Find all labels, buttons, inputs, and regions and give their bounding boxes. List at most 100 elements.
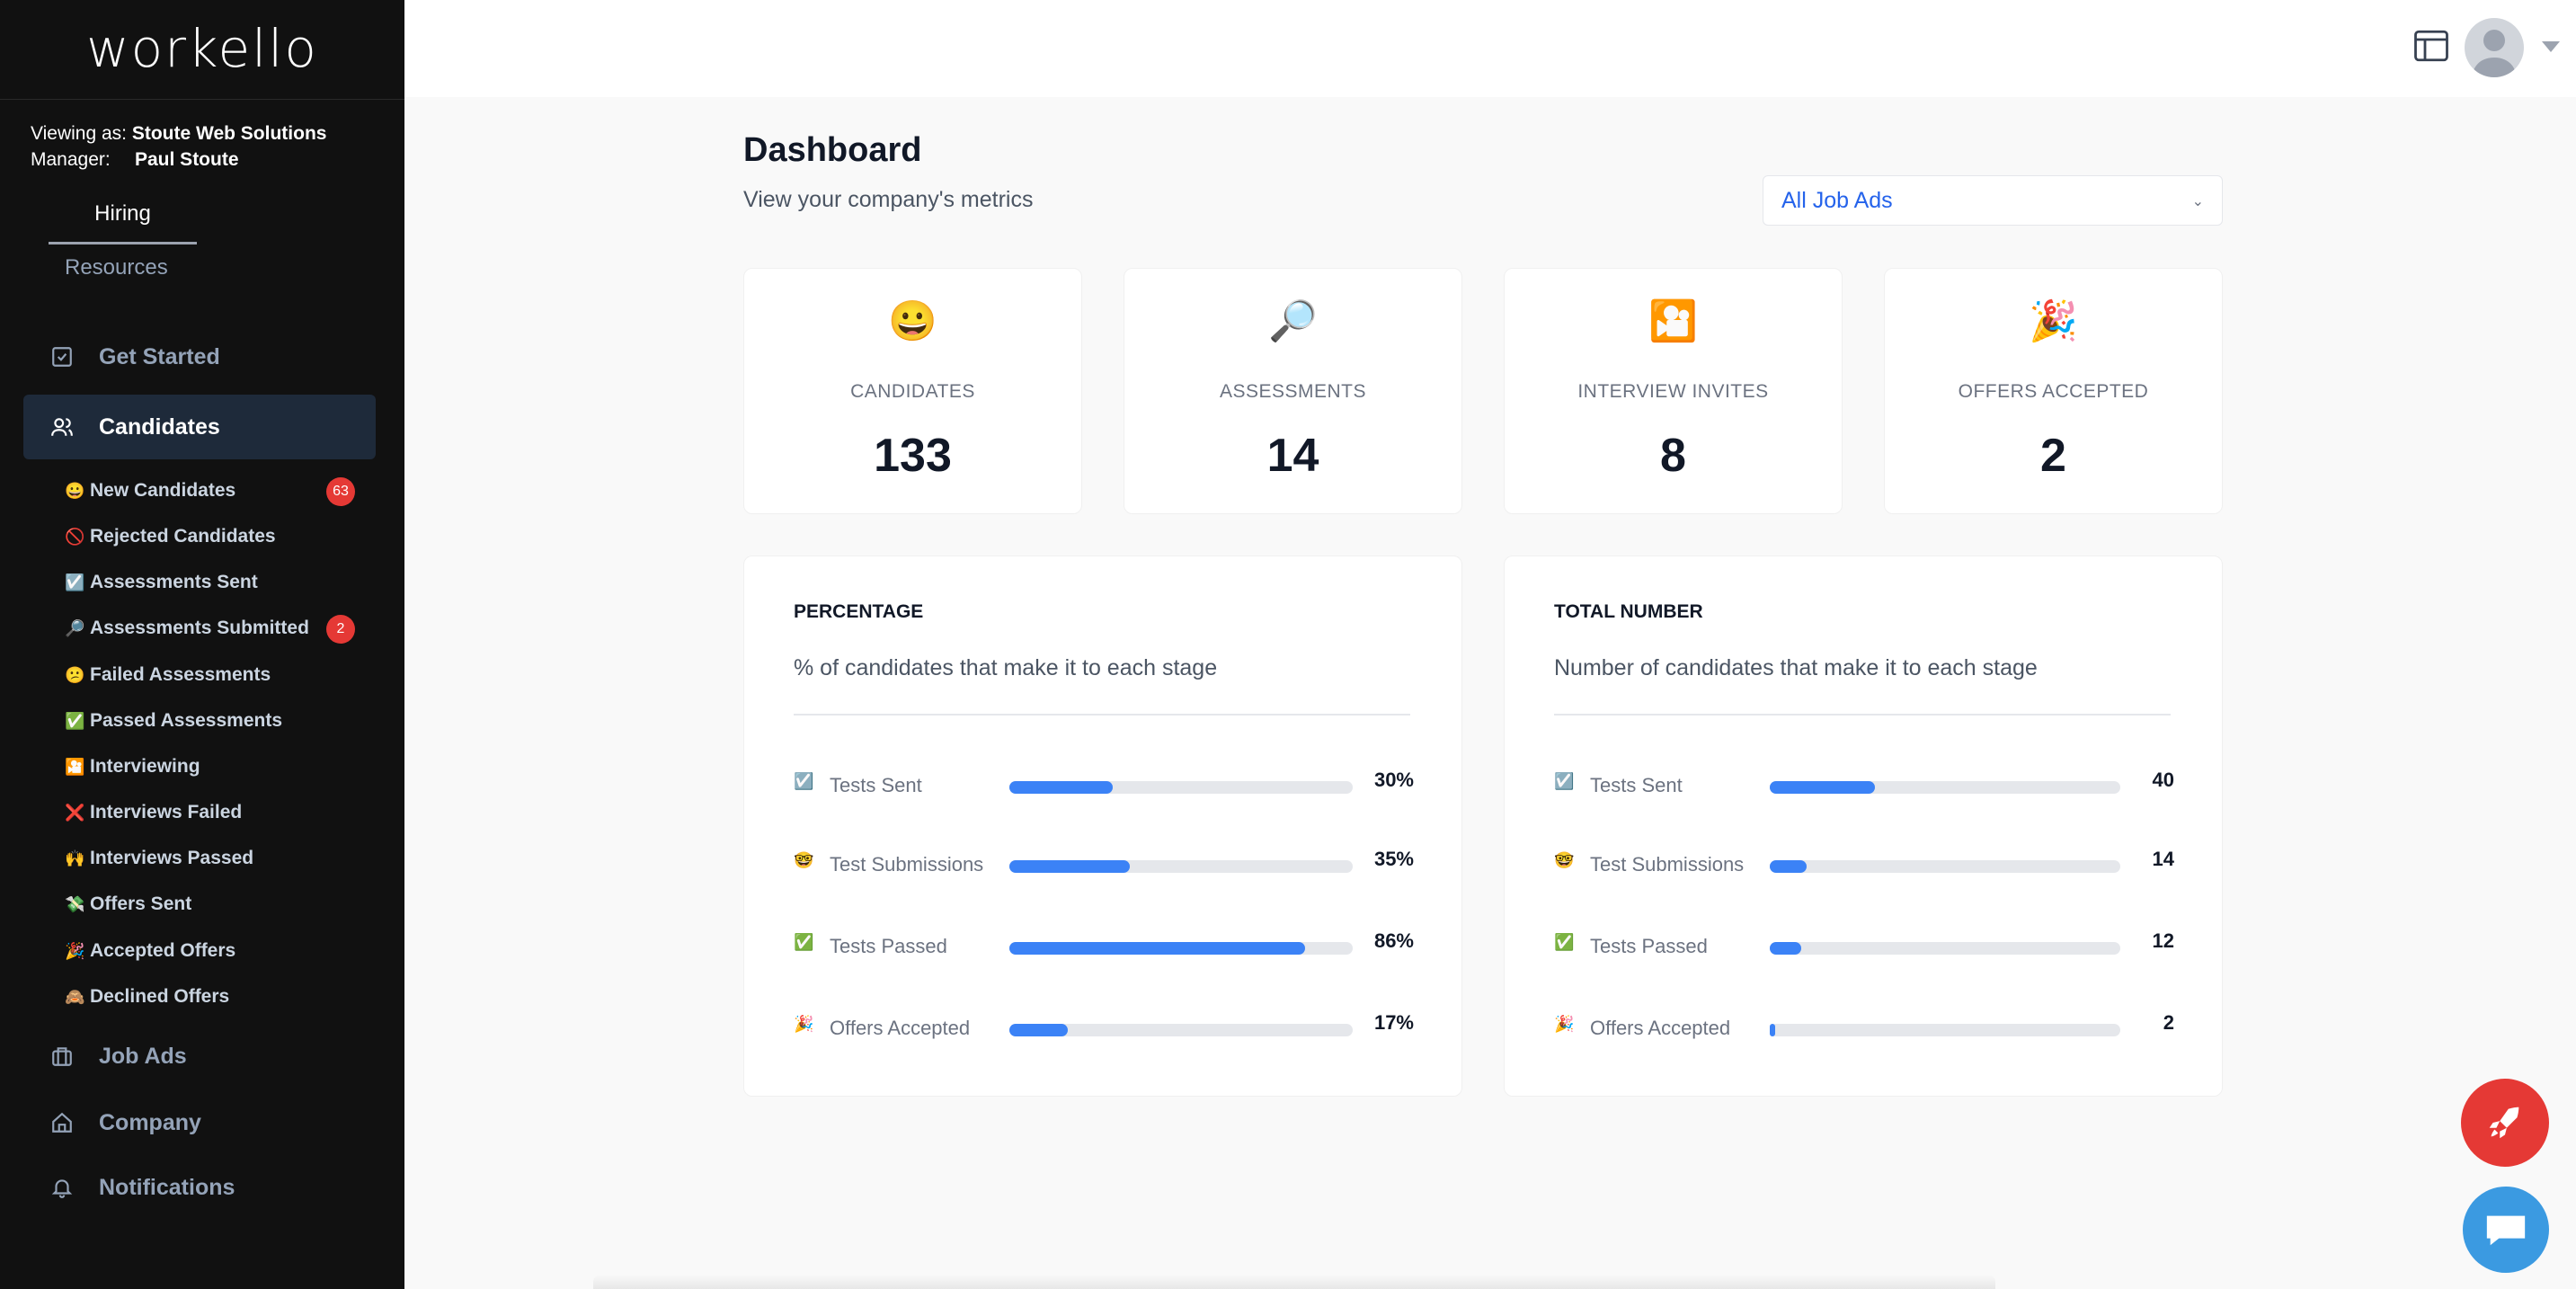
stat-value: 2 [2040,430,2066,482]
rocket-button[interactable] [2461,1079,2549,1167]
magnifier-icon: 🔎 [1268,299,1318,343]
progress-fill [1009,942,1305,955]
percentage-panel: PERCENTAGE % of candidates that make it … [743,556,1462,1097]
subnav-accepted-offers[interactable]: 🎉 Accepted Offers [65,933,370,969]
tab-resources[interactable]: Resources [65,255,168,280]
progress-track [1770,781,2120,794]
progress-track [1009,781,1353,794]
subnav-interviews-failed[interactable]: ❌ Interviews Failed [65,795,370,831]
subnav-label: Declined Offers [90,986,230,1007]
progress-fill [1770,1024,1775,1036]
checkbox-icon [50,345,90,369]
stat-label: CANDIDATES [850,381,975,402]
prohibited-icon: 🚫 [65,527,85,546]
subnav-label: New Candidates [90,480,236,501]
stat-label: INTERVIEW INVITES [1577,381,1769,402]
stage-label: Offers Accepted [1590,1017,1731,1039]
chevron-down-icon: ⌄ [2191,194,2204,209]
subnav-declined-offers[interactable]: 🙈 Declined Offers [65,979,370,1015]
stat-card-offers-accepted: 🎉 OFFERS ACCEPTED 2 [1884,268,2223,514]
subnav-label: Failed Assessments [90,664,271,685]
subnav-failed-assessments[interactable]: 😕 Failed Assessments [65,657,370,693]
nav-job-ads[interactable]: Job Ads [23,1024,376,1089]
subnav-label: Accepted Offers [90,940,236,961]
progress-fill [1009,1024,1068,1036]
layout-icon[interactable] [2412,27,2450,65]
subnav-label: Interviewing [90,756,200,777]
subnav-new-candidates[interactable]: 😀 New Candidates 63 [65,473,370,509]
party-popper-icon: 🎉 [65,941,85,960]
progress-fill [1770,942,1802,955]
nav-candidates[interactable]: Candidates [23,395,376,459]
stage-value: 14 [2152,848,2174,870]
sidebar: workello Viewing as: Stoute Web Solution… [0,0,404,1289]
subnav-assessments-sent[interactable]: ☑️ Assessments Sent [65,564,370,600]
ballot-check-icon: ☑️ [794,772,814,790]
stage-label: Tests Sent [1590,774,1683,796]
manager-label: Manager: [31,149,111,170]
app-logo[interactable]: workello [86,18,318,79]
subnav-assessments-submitted[interactable]: 🔎 Assessments Submitted 2 [65,610,370,646]
subnav-rejected-candidates[interactable]: 🚫 Rejected Candidates [65,519,370,555]
cross-mark-icon: ❌ [65,803,85,822]
nav-company[interactable]: Company [23,1090,376,1155]
subnav-interviewing[interactable]: 🎦 Interviewing [65,749,370,785]
tab-hiring[interactable]: Hiring [49,198,197,244]
job-ads-filter-select[interactable]: All Job Ads ⌄ [1763,175,2223,226]
check-mark-icon: ✅ [1554,933,1575,951]
stage-row: 🎉 Offers Accepted 2 [1554,1008,2174,1044]
subnav-passed-assessments[interactable]: ✅ Passed Assessments [65,703,370,739]
stage-label: Tests Passed [830,935,947,957]
stage-row: 🤓 Test Submissions 35% [794,844,1414,880]
chevron-down-icon[interactable] [2542,41,2560,52]
check-mark-icon: ✅ [65,711,85,730]
stage-value: 86% [1373,929,1414,952]
camera-icon: 🎦 [65,757,85,776]
party-popper-icon: 🎉 [2029,299,2078,343]
panel-subtitle: % of candidates that make it to each sta… [794,655,1218,680]
camera-icon: 🎦 [1648,299,1698,343]
magnifier-icon: 🔎 [65,618,85,637]
stage-value: 12 [2152,929,2174,952]
stage-row: ☑️ Tests Sent 40 [1554,765,2174,801]
subnav-label: Assessments Sent [90,572,258,592]
stage-row: 🎉 Offers Accepted 17% [794,1008,1414,1044]
manager-value: Paul Stoute [135,149,239,170]
panel-divider [1554,714,2171,716]
progress-track [1009,942,1353,955]
panel-title: TOTAL NUMBER [1554,601,1703,622]
panel-subtitle: Number of candidates that make it to eac… [1554,655,2038,680]
stage-row: ✅ Tests Passed 86% [794,926,1414,962]
stage-row: ☑️ Tests Sent 30% [794,765,1414,801]
nav-get-started-label: Get Started [99,343,220,369]
chat-button[interactable] [2463,1187,2549,1273]
nav-job-ads-label: Job Ads [99,1043,187,1069]
stage-value: 35% [1373,848,1414,870]
stat-card-candidates: 😀 CANDIDATES 133 [743,268,1082,514]
user-avatar[interactable] [2465,18,2524,77]
panel-divider [794,714,1410,716]
viewing-label: Viewing as: [31,123,128,144]
home-icon [50,1111,90,1134]
subnav-interviews-passed[interactable]: 🙌 Interviews Passed [65,840,370,876]
page-subtitle: View your company's metrics [743,187,1034,212]
money-wings-icon: 💸 [65,894,85,913]
stage-label: Tests Passed [1590,935,1708,957]
progress-fill [1009,781,1113,794]
users-icon [50,415,90,439]
progress-fill [1009,860,1130,873]
party-popper-icon: 🎉 [794,1015,814,1033]
stage-value: 40 [2152,769,2174,791]
stage-label: Offers Accepted [830,1017,971,1039]
nerd-face-icon: 🤓 [1554,851,1575,869]
bottom-shadow [593,1275,1995,1289]
total-number-panel: TOTAL NUMBER Number of candidates that m… [1504,556,2223,1097]
page-title: Dashboard [743,131,922,169]
nav-get-started[interactable]: Get Started [23,324,376,389]
stat-value: 8 [1660,430,1686,482]
nav-notifications[interactable]: Notifications [23,1155,376,1220]
subnav-label: Offers Sent [90,893,192,914]
subnav-offers-sent[interactable]: 💸 Offers Sent [65,886,370,922]
select-value: All Job Ads [1781,187,1893,213]
bell-icon [50,1176,90,1199]
